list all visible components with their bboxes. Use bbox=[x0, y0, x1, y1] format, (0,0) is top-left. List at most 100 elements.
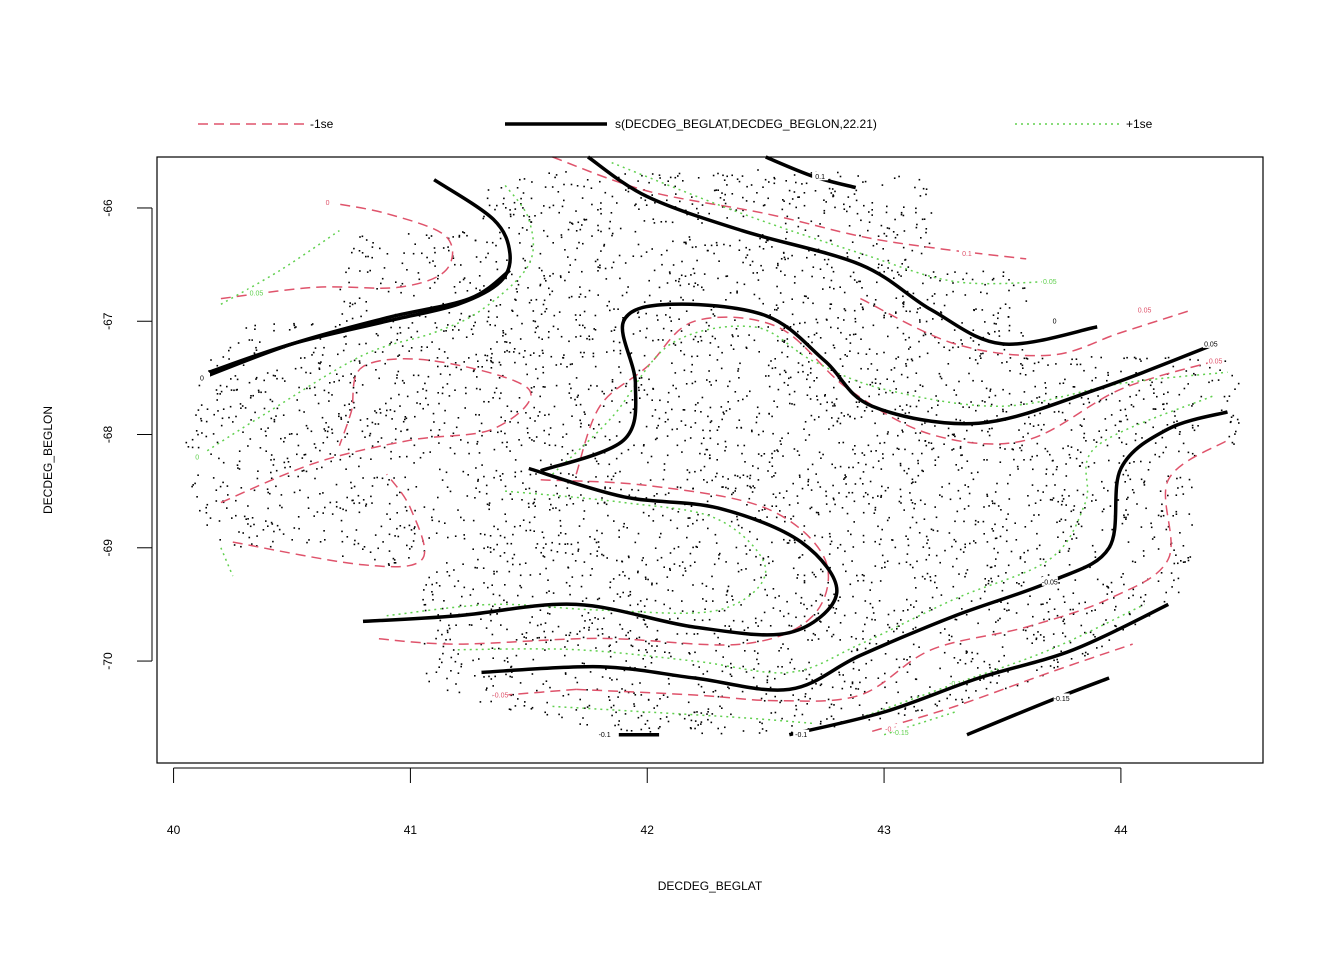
observation-point bbox=[589, 553, 592, 555]
observation-point bbox=[809, 507, 811, 510]
observation-point bbox=[657, 727, 660, 730]
observation-point bbox=[519, 682, 522, 684]
observation-point bbox=[781, 717, 783, 720]
observation-point bbox=[637, 386, 640, 389]
observation-point bbox=[558, 496, 560, 499]
observation-point bbox=[790, 658, 793, 661]
observation-point bbox=[893, 380, 895, 383]
observation-point bbox=[533, 386, 535, 388]
observation-point bbox=[912, 643, 915, 646]
observation-point bbox=[948, 532, 951, 534]
observation-point bbox=[964, 546, 966, 549]
observation-point bbox=[359, 457, 362, 459]
observation-point bbox=[528, 521, 531, 524]
observation-point bbox=[638, 369, 641, 372]
observation-point bbox=[855, 199, 858, 202]
observation-point bbox=[915, 710, 917, 712]
observation-point bbox=[703, 691, 705, 694]
observation-point bbox=[814, 634, 816, 636]
observation-point bbox=[919, 432, 922, 434]
observation-point bbox=[583, 218, 585, 221]
observation-point bbox=[678, 280, 680, 283]
observation-point bbox=[797, 502, 799, 504]
observation-point bbox=[791, 254, 793, 257]
fit-contour-line bbox=[587, 155, 1098, 346]
observation-point bbox=[875, 643, 878, 645]
observation-point bbox=[797, 362, 800, 364]
observation-point bbox=[500, 187, 503, 189]
observation-point bbox=[1094, 551, 1097, 553]
observation-point bbox=[566, 543, 569, 545]
observation-point bbox=[829, 303, 832, 305]
observation-point bbox=[424, 603, 427, 606]
observation-point bbox=[455, 683, 457, 685]
observation-point bbox=[992, 530, 995, 532]
observation-point bbox=[1154, 442, 1157, 444]
observation-point bbox=[1039, 558, 1042, 560]
observation-point bbox=[742, 215, 745, 218]
observation-point bbox=[687, 525, 689, 527]
observation-point bbox=[584, 620, 586, 622]
observation-point bbox=[971, 278, 974, 281]
observation-point bbox=[803, 295, 806, 297]
observation-point bbox=[611, 400, 613, 402]
observation-point bbox=[216, 364, 219, 367]
observation-point bbox=[272, 540, 274, 543]
observation-point bbox=[1025, 300, 1028, 302]
observation-point bbox=[1176, 477, 1178, 480]
observation-point bbox=[697, 212, 700, 214]
observation-point bbox=[619, 227, 622, 230]
observation-point bbox=[710, 309, 713, 311]
observation-point bbox=[549, 509, 551, 511]
observation-point bbox=[383, 267, 386, 269]
observation-point bbox=[594, 329, 597, 331]
observation-point bbox=[438, 666, 440, 668]
observation-point bbox=[651, 399, 653, 401]
observation-point bbox=[498, 377, 501, 379]
observation-point bbox=[273, 530, 275, 533]
observation-point bbox=[528, 301, 531, 304]
observation-point bbox=[350, 487, 353, 489]
observation-point bbox=[517, 698, 519, 700]
observation-point bbox=[896, 447, 899, 450]
observation-point bbox=[833, 347, 836, 349]
observation-point bbox=[593, 538, 596, 541]
observation-point bbox=[857, 688, 860, 690]
observation-point bbox=[800, 342, 802, 345]
observation-point bbox=[489, 613, 492, 616]
observation-point bbox=[837, 327, 839, 330]
observation-point bbox=[508, 227, 510, 229]
observation-point bbox=[905, 310, 908, 312]
observation-point bbox=[1191, 452, 1194, 455]
observation-point bbox=[499, 304, 502, 306]
observation-point bbox=[863, 454, 866, 456]
observation-point bbox=[844, 550, 846, 553]
observation-point bbox=[896, 622, 899, 625]
observation-point bbox=[618, 720, 620, 722]
observation-point bbox=[269, 492, 271, 495]
observation-point bbox=[270, 471, 272, 474]
minus_se-contour-label: 0.05 bbox=[1209, 358, 1223, 365]
observation-point bbox=[422, 388, 424, 390]
observation-point bbox=[924, 503, 926, 505]
observation-point bbox=[1098, 430, 1100, 432]
observation-point bbox=[505, 673, 507, 676]
observation-point bbox=[436, 571, 438, 573]
observation-point bbox=[874, 565, 877, 567]
observation-point bbox=[543, 556, 546, 558]
observation-point bbox=[630, 644, 633, 647]
observation-point bbox=[748, 497, 751, 500]
observation-point bbox=[1034, 385, 1036, 388]
observation-point bbox=[792, 515, 795, 518]
observation-point bbox=[654, 438, 657, 441]
observation-point bbox=[546, 701, 548, 704]
observation-point bbox=[446, 562, 448, 564]
observation-point bbox=[730, 713, 732, 716]
observation-point bbox=[1026, 680, 1029, 683]
observation-point bbox=[696, 259, 698, 262]
observation-point bbox=[983, 533, 985, 535]
observation-point bbox=[611, 381, 614, 383]
observation-point bbox=[757, 169, 759, 171]
observation-point bbox=[428, 261, 431, 264]
